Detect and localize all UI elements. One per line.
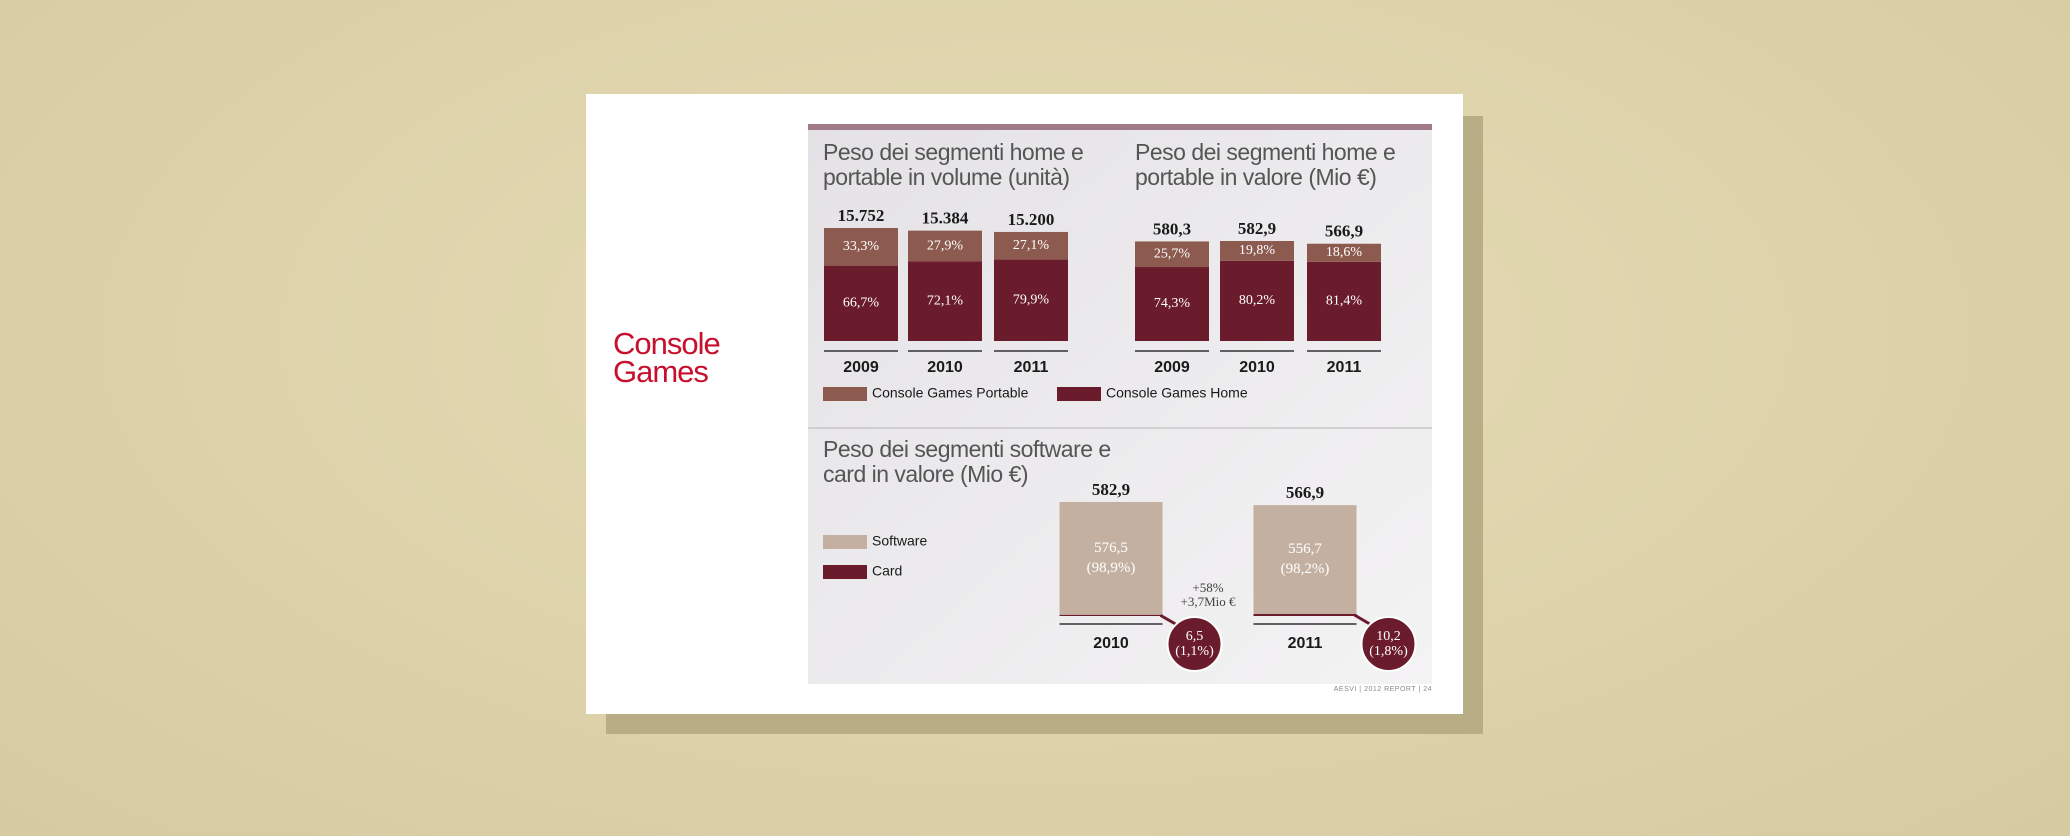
legend-label: Software xyxy=(872,533,927,549)
segment-label: 27,1% xyxy=(1013,238,1050,253)
x-tick-label: 2010 xyxy=(927,359,963,376)
x-tick-label: 2011 xyxy=(1327,359,1362,376)
total-label: 15.200 xyxy=(1008,210,1055,229)
total-label: 582,9 xyxy=(1238,219,1276,238)
segment-label: 66,7% xyxy=(843,296,880,311)
x-tick-label: 2011 xyxy=(1288,635,1323,652)
bar-segment xyxy=(1253,505,1357,615)
callout-share: (1,1%) xyxy=(1175,644,1214,659)
share-label: (98,9%) xyxy=(1087,560,1136,576)
bar-segment xyxy=(994,231,1068,260)
total-label: 582,9 xyxy=(1092,480,1130,499)
bar-stack xyxy=(1253,505,1357,616)
page-footer: AESVI | 2012 REPORT | 24 xyxy=(1333,686,1432,693)
x-tick-label: 2009 xyxy=(1154,359,1190,376)
bar-stack xyxy=(824,228,898,341)
x-tick-label: 2011 xyxy=(1014,359,1049,376)
annotation: +3,7Mio € xyxy=(1180,594,1236,609)
segment-label: 81,4% xyxy=(1326,294,1363,309)
x-tick-label: 2009 xyxy=(843,359,879,376)
legend-swatch xyxy=(823,535,867,549)
callout-value: 6,5 xyxy=(1186,629,1204,644)
total-label: 15.384 xyxy=(922,209,969,228)
bar-segment xyxy=(1220,241,1294,261)
chart-title: Peso dei segmenti software e card in val… xyxy=(823,436,1111,487)
legend-label: Card xyxy=(872,563,902,579)
annotation: +58% xyxy=(1192,580,1223,595)
bar-segment xyxy=(994,259,1068,341)
segment-label: 33,3% xyxy=(843,239,880,254)
total-label: 566,9 xyxy=(1286,483,1324,502)
bar-segment xyxy=(824,265,898,341)
segment-label: 576,5 xyxy=(1094,540,1128,556)
bar-segment xyxy=(824,228,898,266)
segment-label: 556,7 xyxy=(1288,541,1322,557)
segment-label: 72,1% xyxy=(927,293,964,308)
x-tick-label: 2010 xyxy=(1093,635,1129,652)
bar-segment xyxy=(1253,614,1357,616)
legend-label: Console Games Portable xyxy=(872,385,1029,401)
bar-segment xyxy=(908,230,982,262)
bar-stack xyxy=(1220,241,1294,341)
legend-swatch xyxy=(823,565,867,579)
segment-label: 18,6% xyxy=(1326,245,1363,260)
bar-segment xyxy=(1135,267,1209,341)
total-label: 15.752 xyxy=(838,206,885,225)
bar-segment xyxy=(1307,243,1381,262)
total-label: 580,3 xyxy=(1153,219,1191,238)
legend-swatch xyxy=(1057,387,1101,401)
callout-circle xyxy=(1360,616,1417,672)
bar-stack xyxy=(994,231,1068,341)
share-label: (98,2%) xyxy=(1281,561,1330,577)
bar-segment xyxy=(1135,241,1209,268)
chart-title: Peso dei segmenti home e portable in vol… xyxy=(823,139,1084,190)
bar-segment xyxy=(908,261,982,341)
legend-swatch xyxy=(823,387,867,401)
callout-share: (1,8%) xyxy=(1369,644,1408,659)
segment-label: 80,2% xyxy=(1239,293,1276,308)
segment-label: 74,3% xyxy=(1154,296,1191,311)
callout-circle xyxy=(1166,616,1223,672)
bar-segment xyxy=(1059,614,1163,616)
bar-segment xyxy=(1059,501,1163,615)
bar-segment xyxy=(1307,261,1381,341)
x-tick-label: 2010 xyxy=(1239,359,1275,376)
legend-label: Console Games Home xyxy=(1106,385,1248,401)
bar-stack xyxy=(1307,243,1381,341)
bar-stack xyxy=(908,230,982,341)
segment-label: 79,9% xyxy=(1013,293,1050,308)
segment-label: 27,9% xyxy=(927,238,964,253)
bar-stack xyxy=(1059,501,1163,616)
total-label: 566,9 xyxy=(1325,222,1363,241)
segment-label: 25,7% xyxy=(1154,246,1191,261)
segment-label: 19,8% xyxy=(1239,243,1276,258)
section-title: Console Games xyxy=(613,326,721,389)
bar-segment xyxy=(1220,260,1294,341)
callout-value: 10,2 xyxy=(1376,629,1401,644)
chart-title: Peso dei segmenti home e portable in val… xyxy=(1135,139,1396,190)
bar-stack xyxy=(1135,241,1209,341)
panel-top-rule xyxy=(808,124,1432,130)
